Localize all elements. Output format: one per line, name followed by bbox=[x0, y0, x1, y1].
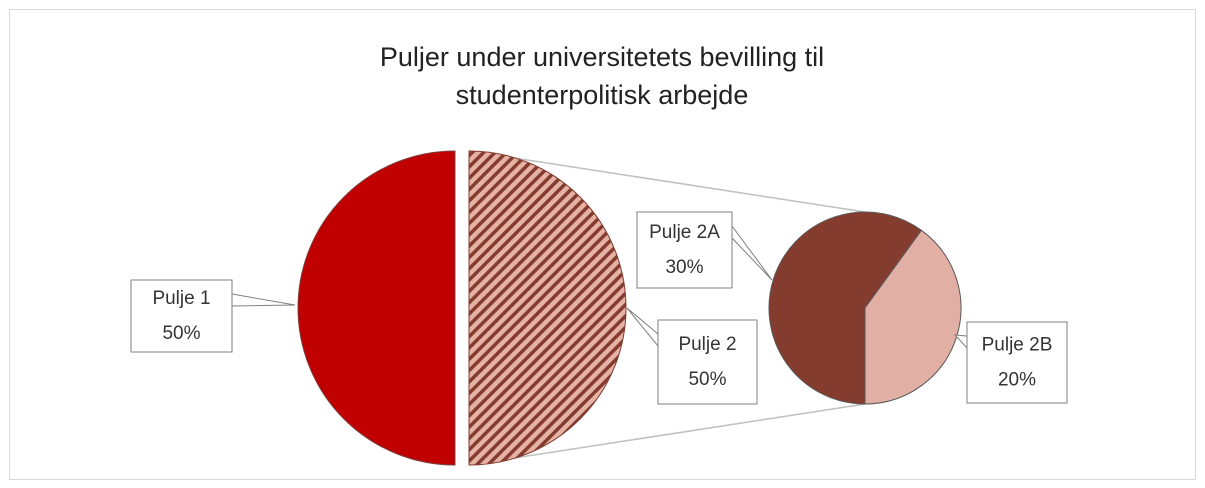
data-label-name: Pulje 1 bbox=[152, 288, 210, 309]
leader-line bbox=[231, 293, 296, 307]
data-label-value: 50% bbox=[162, 323, 200, 344]
data-label-value: 50% bbox=[688, 369, 726, 390]
data-label-box bbox=[966, 321, 1068, 404]
leader-line bbox=[953, 334, 968, 350]
connector-line bbox=[468, 403, 866, 466]
pie-slice bbox=[768, 211, 923, 405]
data-label-name: Pulje 2 bbox=[678, 334, 736, 355]
chart-border bbox=[9, 9, 1196, 480]
data-label-box bbox=[636, 211, 733, 289]
pie-slice bbox=[468, 150, 627, 466]
chart-title: Puljer under universitetets bevilling ti… bbox=[379, 42, 825, 110]
data-label-value: 20% bbox=[998, 370, 1036, 391]
data-label-box bbox=[657, 319, 758, 405]
data-label-box bbox=[130, 279, 233, 353]
leader-line bbox=[731, 224, 773, 281]
pie-slice bbox=[297, 150, 456, 466]
pie-slice bbox=[864, 229, 962, 405]
connector-line bbox=[468, 150, 866, 213]
leader-line bbox=[626, 307, 659, 348]
data-label-name: Pulje 2B bbox=[982, 335, 1053, 356]
data-label-value: 30% bbox=[665, 257, 703, 278]
data-label-name: Pulje 2A bbox=[649, 222, 720, 243]
